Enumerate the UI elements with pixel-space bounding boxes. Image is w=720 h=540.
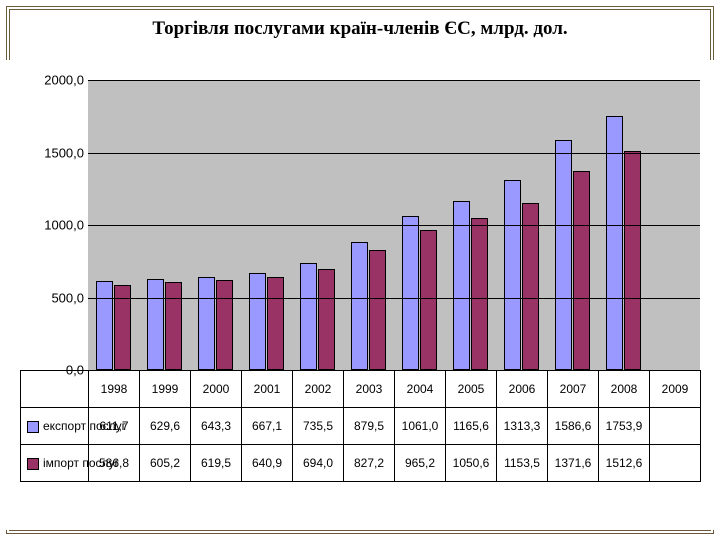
slide-frame: Торгівля послугами країн-членів ЄС, млрд… [0,0,720,540]
table-year-cell: 2005 [446,371,497,408]
bar-export [504,180,522,370]
plot-area [88,80,700,371]
grid-line [88,80,700,81]
bar-import [369,250,387,370]
table-data-cell: 643,3 [191,408,242,445]
bar-import [471,218,489,370]
table-data-cell: 667,1 [242,408,293,445]
table-data-cell: 1753,9 [599,408,650,445]
bar-export [300,263,318,370]
legend-swatch-icon [27,458,39,470]
table-year-cell: 2002 [293,371,344,408]
bar-import [624,151,642,370]
bar-export [453,201,471,370]
table-year-cell: 2007 [548,371,599,408]
table-data-cell: 1512,6 [599,445,650,482]
table-data-row: експорт послуг611,7629,6643,3667,1735,58… [21,408,701,445]
y-tick-label: 1500,0 [14,145,84,160]
bar-export [96,281,114,370]
legend-swatch-icon [27,421,39,433]
bar-export [147,279,165,370]
bar-export [249,273,267,370]
bar-export [606,116,624,370]
table-year-cell: 1999 [140,371,191,408]
data-table: 1998199920002001200220032004200520062007… [20,370,701,482]
bar-import [165,282,183,370]
chart-container: 0,0500,01000,01500,02000,0 1998199920002… [0,60,720,530]
table-data-cell [650,408,701,445]
table-data-cell: 1050,6 [446,445,497,482]
table-year-cell: 2008 [599,371,650,408]
table-row-header: імпорт послуг [21,445,89,482]
table-data-cell: 1586,6 [548,408,599,445]
chart-title: Торгівля послугами країн-членів ЄС, млрд… [0,0,720,40]
table-data-cell: 1061,0 [395,408,446,445]
table-data-row: імпорт послуг586,8605,2619,5640,9694,082… [21,445,701,482]
table-row-header: експорт послуг [21,408,89,445]
table-year-cell: 2001 [242,371,293,408]
bar-import [318,269,336,370]
table-data-cell: 640,9 [242,445,293,482]
table-data-cell: 1153,5 [497,445,548,482]
table-year-cell: 2003 [344,371,395,408]
y-tick-label: 2000,0 [14,73,84,88]
table-data-cell: 605,2 [140,445,191,482]
bar-import [573,171,591,370]
table-data-cell: 694,0 [293,445,344,482]
table-data-cell: 619,5 [191,445,242,482]
y-tick-label: 1000,0 [14,218,84,233]
table-data-cell: 827,2 [344,445,395,482]
table-data-cell: 1371,6 [548,445,599,482]
bar-export [351,242,369,370]
bar-import [420,230,438,370]
table-data-cell: 879,5 [344,408,395,445]
table-year-cell: 1998 [89,371,140,408]
table-corner-cell [21,371,89,408]
bar-export [555,140,573,370]
grid-line [88,225,700,226]
table-data-cell [650,445,701,482]
table-data-cell: 629,6 [140,408,191,445]
table-year-cell: 2004 [395,371,446,408]
table-data-cell: 965,2 [395,445,446,482]
y-tick-label: 500,0 [14,290,84,305]
table-year-cell: 2006 [497,371,548,408]
bar-export [198,277,216,370]
table-year-cell: 2009 [650,371,701,408]
grid-line [88,298,700,299]
bar-import [267,277,285,370]
table-data-cell: 1165,6 [446,408,497,445]
bar-import [216,280,234,370]
table-year-cell: 2000 [191,371,242,408]
table-year-row: 1998199920002001200220032004200520062007… [21,371,701,408]
grid-line [88,153,700,154]
bar-import [522,203,540,370]
table-data-cell: 1313,3 [497,408,548,445]
table-data-cell: 735,5 [293,408,344,445]
bar-export [402,216,420,370]
